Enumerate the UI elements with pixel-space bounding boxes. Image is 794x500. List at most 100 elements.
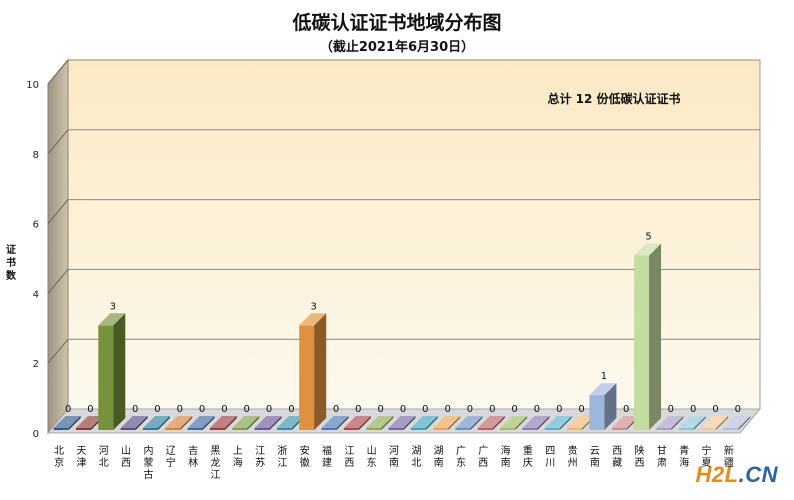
x-tick-char: 川 [545, 458, 555, 469]
x-tick-char: 林 [188, 456, 198, 469]
x-tick-char: 北 [99, 457, 109, 469]
x-tick-label: 内蒙古 [143, 444, 153, 481]
bar-value-label: 1 [601, 371, 607, 382]
bar-top [232, 416, 260, 428]
x-tick-label: 北京 [54, 445, 64, 469]
gridline-side [47, 59, 69, 85]
bar-重庆 [522, 416, 550, 430]
bar-side [358, 416, 371, 430]
bar-value-label: 0 [511, 404, 517, 415]
bar-value-label: 0 [400, 404, 406, 415]
bar-value-label: 3 [110, 301, 116, 312]
bar-front [589, 395, 605, 430]
x-tick-char: 新 [724, 444, 734, 457]
bar-front [120, 428, 136, 430]
x-tick-char: 江 [344, 445, 354, 457]
bar-value-label: 0 [578, 404, 584, 415]
x-tick-char: 南 [434, 456, 444, 469]
total-annotation: 总计 12 份低碳认证证书 [547, 91, 680, 106]
bar-辽宁 [165, 416, 193, 430]
x-tick-char: 海 [679, 456, 689, 469]
x-tick-char: 海 [501, 444, 511, 457]
bar-top [656, 416, 684, 428]
bar-top [723, 416, 751, 428]
bar-海南 [500, 416, 528, 430]
bar-value-label: 0 [333, 404, 339, 415]
bar-value-label: 0 [154, 404, 160, 415]
chart-subtitle: （截止2021年6月30日） [319, 40, 475, 55]
side-wall [47, 58, 69, 435]
bar-value-label: 0 [377, 404, 383, 415]
bar-side [559, 416, 572, 430]
x-tick-label: 重庆 [523, 444, 533, 469]
x-tick-char: 重 [523, 444, 533, 457]
x-tick-char: 江 [277, 457, 287, 469]
bar-top [544, 416, 572, 428]
gridline-side [47, 338, 69, 364]
bar-front [366, 428, 382, 430]
bar-四川 [544, 416, 572, 430]
bar-value-label: 0 [221, 404, 227, 415]
x-tick-char: 云 [590, 446, 600, 457]
x-tick-label: 江西 [344, 445, 354, 469]
x-tick-char: 龙 [210, 456, 220, 469]
gridline-side [47, 269, 69, 294]
bar-top [321, 416, 349, 428]
x-tick-char: 西 [478, 458, 488, 469]
bar-湖北 [410, 416, 438, 430]
bar-front [254, 428, 270, 430]
bar-front [500, 428, 516, 430]
bar-top [522, 416, 550, 428]
bar-value-label: 0 [288, 404, 294, 415]
x-tick-char: 河 [389, 445, 399, 457]
bar-front [656, 428, 672, 430]
bar-front [410, 428, 426, 430]
x-tick-char: 徽 [300, 456, 310, 469]
bar-value-label: 5 [645, 232, 651, 243]
x-tick-char: 陕 [635, 444, 645, 457]
bar-front [477, 428, 493, 430]
bar-front [723, 428, 739, 430]
bar-吉林 [187, 416, 215, 430]
bar-湖南 [433, 416, 461, 430]
bar-top [611, 416, 639, 428]
bar-side [716, 416, 729, 430]
bar-top [388, 416, 416, 428]
x-tick-label: 河北 [99, 445, 109, 469]
x-tick-label: 云南 [590, 446, 600, 469]
bar-value-label: 0 [467, 404, 473, 415]
bar-side [470, 416, 483, 430]
y-tick-label: 0 [33, 429, 39, 440]
y-axis-label-char: 数 [6, 271, 16, 282]
x-tick-char: 南 [590, 456, 600, 469]
bar-side [649, 243, 662, 430]
bar-front [544, 428, 560, 430]
x-tick-label: 福建 [322, 444, 332, 469]
gridline-side [47, 129, 69, 155]
bar-top [678, 416, 706, 428]
x-tick-char: 浙 [277, 445, 287, 457]
x-tick-char: 东 [367, 456, 377, 469]
x-tick-char: 京 [54, 456, 64, 469]
bar-side [738, 416, 751, 430]
x-tick-label: 贵州 [568, 444, 578, 469]
bar-side [157, 416, 170, 430]
x-tick-label: 海南 [501, 444, 511, 469]
bar-front [701, 428, 717, 430]
bar-top [477, 416, 505, 428]
x-tick-char: 广 [456, 445, 466, 457]
bar-side [68, 416, 81, 430]
x-tick-label: 湖南 [434, 445, 444, 469]
x-tick-label: 四川 [545, 446, 555, 469]
bar-新疆 [723, 416, 751, 430]
bar-value-label: 0 [668, 404, 674, 415]
x-tick-char: 辽 [166, 445, 176, 457]
y-axis-label-char: 书 [6, 258, 16, 269]
x-tick-char: 藏 [612, 457, 622, 469]
bar-top [500, 416, 528, 428]
bar-front [388, 428, 404, 430]
bar-side [224, 416, 237, 430]
x-tick-label: 吉林 [188, 445, 198, 469]
x-tick-label: 浙江 [277, 445, 287, 469]
